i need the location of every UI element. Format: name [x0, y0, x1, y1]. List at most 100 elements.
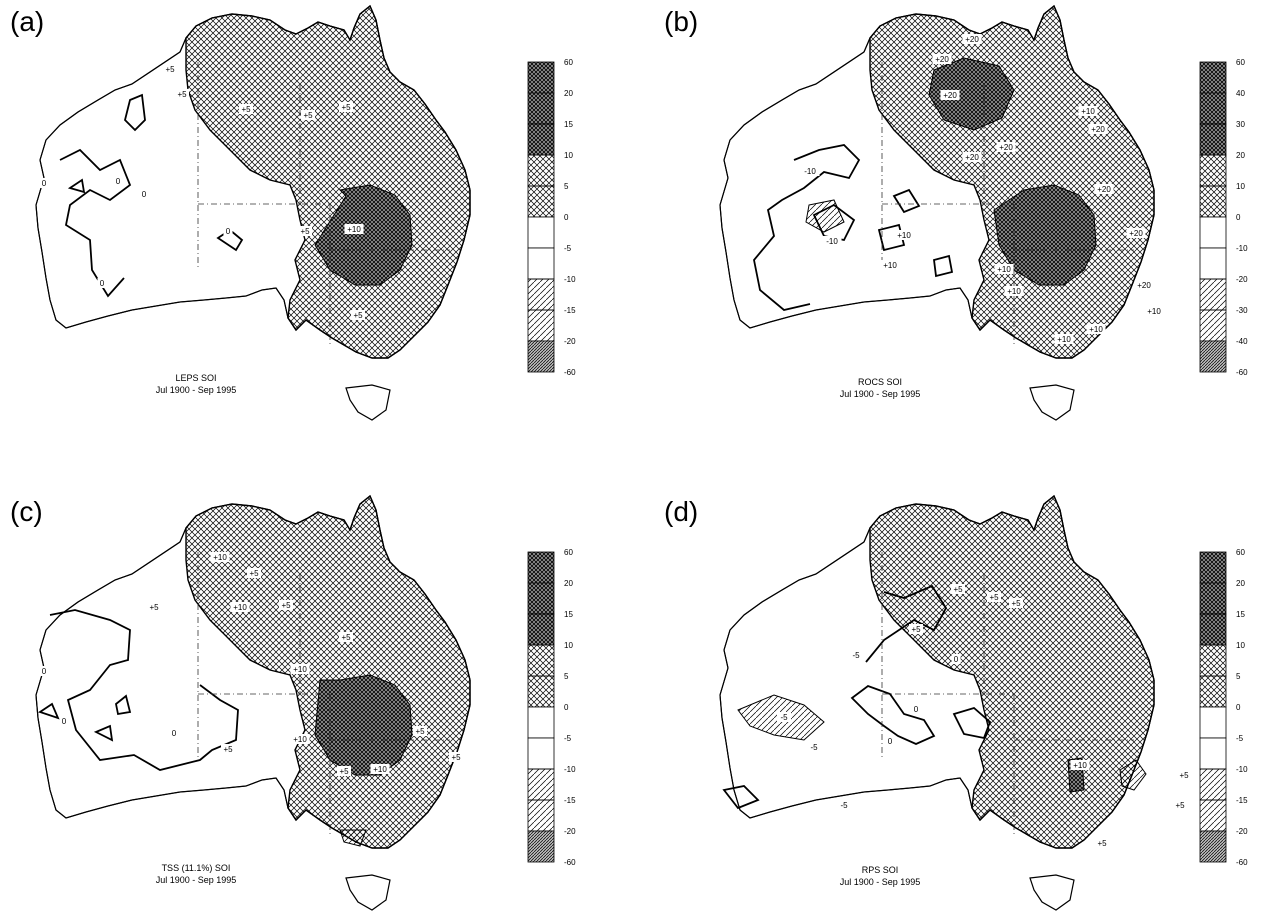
- contour-label-bg: [169, 728, 179, 738]
- map-panel-c: (c) +10 +5 +5 +10 +5 +5 +10 +10 +10 0 0 0 +5 +5 +5 +5 60…: [0, 462, 632, 924]
- contour-label: -5: [840, 801, 848, 810]
- legend-tick: -15: [564, 306, 576, 315]
- contour-line: [850, 684, 936, 745]
- legend-tick: 0: [1236, 703, 1241, 712]
- legend-tick: 30: [1236, 120, 1245, 129]
- contour-line: [933, 254, 954, 278]
- legend-swatch: [1199, 185, 1227, 218]
- contour-label-bg: [39, 178, 49, 188]
- contour-label: +20: [1129, 229, 1143, 238]
- legend: 60 20 15 10 5 0 -5 -10 -15 -20 -60: [527, 548, 576, 867]
- shade-region-negative: [1119, 759, 1147, 791]
- contour-label: +5: [415, 727, 425, 736]
- legend-swatch: [527, 92, 555, 125]
- legend-tick: 10: [1236, 641, 1245, 650]
- panel-label: (b): [664, 6, 699, 37]
- shade-region-dense: [314, 184, 413, 286]
- contour-label-bg: [147, 602, 161, 612]
- legend-swatch: [527, 309, 555, 342]
- contour-label-bg: [1054, 334, 1074, 344]
- contour-label-bg: [175, 89, 189, 99]
- legend-tick: 0: [1236, 213, 1241, 222]
- contour-label-bg: [370, 764, 390, 774]
- contour-label-bg: [1094, 184, 1114, 194]
- caption-period: Jul 1900 - Sep 1995: [839, 877, 921, 887]
- contour-label: +5: [303, 111, 313, 120]
- contour-label-bg: [59, 716, 69, 726]
- contour-label: +10: [213, 553, 227, 562]
- contour-label: +5: [341, 633, 351, 642]
- legend-tick: 15: [1236, 610, 1245, 619]
- panel-label: (c): [10, 496, 43, 527]
- map-layer: +20 +20 +20 +20 +20 +10 +20 +20 +20 -10 -10 +10 +10 +…: [719, 4, 1164, 421]
- legend: 60 20 15 10 5 0 -5 -10 -15 -20 -60: [527, 58, 576, 377]
- australia-map: +10 +5 +5 +10 +5 +5 +10 +10 +10 0 0 0 +5 +5 +5 +5 60 20 15…: [35, 494, 576, 911]
- contour-line: [67, 178, 86, 194]
- map-panel-a: (a) +5 +5 +5 +5 +5 0 0 0 0 0 +5 +10 +5 60 20 15 10 5 0 -5 -1…: [0, 0, 632, 462]
- contour-label: +20: [1091, 125, 1105, 134]
- legend-swatch: [527, 123, 555, 156]
- legend-tick: -10: [564, 765, 576, 774]
- contour-label: +10: [883, 261, 897, 270]
- legend-tick: 0: [564, 213, 569, 222]
- caption-period: Jul 1900 - Sep 1995: [155, 385, 237, 395]
- map-panel-d: (d) +5 +5 +5 +5 -5 -5 -5 -5 0 0 0 +10 +5 +5 +5 60 20 15 10…: [632, 462, 1264, 924]
- legend-tick: 20: [564, 89, 573, 98]
- legend-tick: 20: [1236, 579, 1245, 588]
- contour-label: +20: [999, 143, 1013, 152]
- contour-label-bg: [940, 90, 960, 100]
- contour-label: +10: [997, 265, 1011, 274]
- australia-map: +20 +20 +20 +20 +20 +10 +20 +20 +20 -10 -10 +10 +10 +…: [719, 4, 1248, 421]
- contour-label: +5: [911, 625, 921, 634]
- contour-label-bg: [339, 102, 353, 112]
- contour-label-bg: [996, 142, 1016, 152]
- map-caption: LEPS SOI Jul 1900 - Sep 1995: [96, 372, 296, 396]
- legend-tick: 40: [1236, 89, 1245, 98]
- contour-label-bg: [344, 224, 364, 234]
- legend-swatch: [527, 830, 555, 863]
- contour-label-bg: [247, 568, 261, 578]
- contour-label: 0: [116, 177, 121, 186]
- contour-label-bg: [1173, 800, 1187, 810]
- legend-tick: 20: [1236, 151, 1245, 160]
- legend-swatch: [527, 582, 555, 615]
- legend-tick: -5: [564, 244, 572, 253]
- contour-label: +5: [1011, 599, 1021, 608]
- contour-label: +5: [341, 103, 351, 112]
- legend-tick: -15: [564, 796, 576, 805]
- legend-swatch: [1199, 92, 1227, 125]
- contour-label-bg: [932, 54, 952, 64]
- contour-label-bg: [962, 152, 982, 162]
- contour-label-bg: [837, 800, 851, 810]
- contour-label: -10: [804, 167, 816, 176]
- contour-label-bg: [339, 632, 353, 642]
- legend-tick: -60: [1236, 368, 1248, 377]
- contour-label: 0: [172, 729, 177, 738]
- contour-label: +5: [281, 601, 291, 610]
- legend: 60 20 15 10 5 0 -5 -10 -15 -20 -60: [1199, 548, 1248, 867]
- contour-line: [115, 694, 132, 716]
- legend-tick: 10: [564, 151, 573, 160]
- contour-label: +10: [293, 665, 307, 674]
- legend-tick: -60: [564, 368, 576, 377]
- caption-title: RPS SOI: [861, 865, 899, 875]
- contour-label-bg: [951, 584, 965, 594]
- contour-label-bg: [1070, 760, 1090, 770]
- contour-label-bg: [1177, 770, 1191, 780]
- legend-tick: -60: [1236, 858, 1248, 867]
- contour-line: [877, 223, 906, 252]
- legend-swatch: [1199, 582, 1227, 615]
- legend-swatch: [527, 706, 555, 739]
- contour-label-bg: [290, 664, 310, 674]
- contour-label-bg: [951, 654, 961, 664]
- legend-swatch: [527, 768, 555, 801]
- contour-line: [952, 706, 992, 740]
- contour-label-bg: [994, 264, 1014, 274]
- contour-label: +10: [897, 231, 911, 240]
- contour-label: +5: [953, 585, 963, 594]
- contour-label-bg: [849, 650, 863, 660]
- legend-swatch: [1199, 644, 1227, 677]
- contour-label-bg: [1088, 124, 1108, 134]
- map-layer: +10 +5 +5 +10 +5 +5 +10 +10 +10 0 0 0 +5 +5 +5 +5: [35, 494, 471, 911]
- contour-label-bg: [1086, 324, 1106, 334]
